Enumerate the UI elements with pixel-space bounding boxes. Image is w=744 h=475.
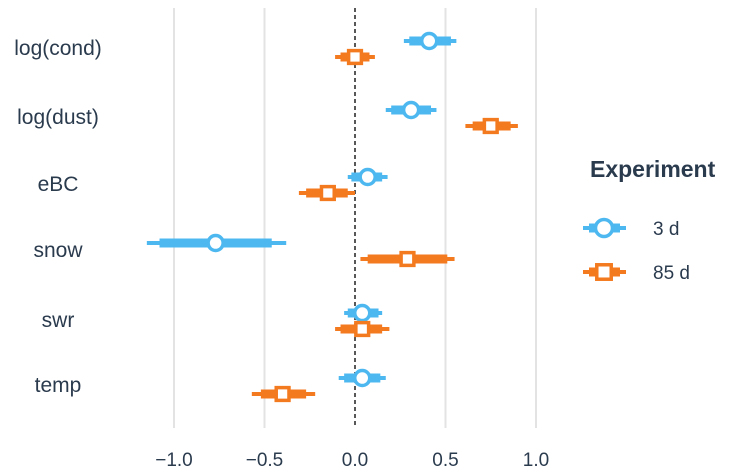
category-label: log(dust)	[17, 106, 99, 129]
point-estimate-circle	[352, 303, 372, 323]
category-label: temp	[35, 374, 82, 397]
point-estimate-circle	[358, 167, 377, 187]
legend-label: 85 d	[653, 263, 690, 284]
interval-square	[335, 48, 375, 66]
interval-square	[465, 117, 518, 135]
interval-circle	[403, 31, 457, 51]
x-tick-label: 0.5	[432, 450, 458, 471]
legend-entry: 85 d	[583, 263, 690, 284]
point-estimate-square	[354, 320, 371, 338]
point-estimate-square	[346, 48, 364, 66]
point-estimate-circle	[419, 31, 439, 51]
interval-circle	[385, 100, 437, 120]
interval-circle	[347, 167, 388, 187]
category-label: snow	[33, 239, 83, 262]
legend: Experiment 3 d 85 d	[583, 156, 716, 284]
legend-entry: 3 d	[583, 217, 679, 240]
point-estimate-square	[274, 385, 291, 403]
x-tick-label: −1.0	[155, 450, 193, 471]
interval-square	[335, 320, 390, 338]
category-label: log(cond)	[14, 37, 102, 60]
x-tick-label: 1.0	[523, 450, 549, 471]
point-estimate-circle	[401, 100, 421, 120]
x-tick-label: −0.5	[246, 450, 284, 471]
point-estimate-circle	[593, 217, 615, 239]
point-estimate-square	[595, 263, 613, 281]
legend-label: 3 d	[653, 219, 679, 240]
interval-square	[360, 250, 455, 268]
interval-circle	[338, 368, 386, 388]
category-labels: log(cond) log(dust) eBC snow swr temp	[14, 37, 102, 397]
point-estimate-circle	[352, 368, 372, 388]
interval-marks	[146, 31, 518, 403]
category-label: eBC	[38, 173, 79, 196]
x-tick-label: 0.0	[342, 450, 368, 471]
point-estimate-square	[319, 184, 336, 202]
interval-circle	[344, 303, 383, 323]
point-estimate-circle	[206, 233, 225, 253]
x-axis-tick-labels: −1.0 −0.5 0.0 0.5 1.0	[155, 450, 549, 471]
category-label: swr	[42, 309, 75, 332]
point-estimate-square	[482, 117, 499, 135]
legend-title: Experiment	[590, 156, 716, 182]
grid-lines	[173, 8, 537, 428]
interval-square	[251, 385, 316, 403]
interval-square	[298, 184, 355, 202]
interval-circle	[146, 233, 287, 253]
point-estimate-square	[399, 250, 416, 268]
